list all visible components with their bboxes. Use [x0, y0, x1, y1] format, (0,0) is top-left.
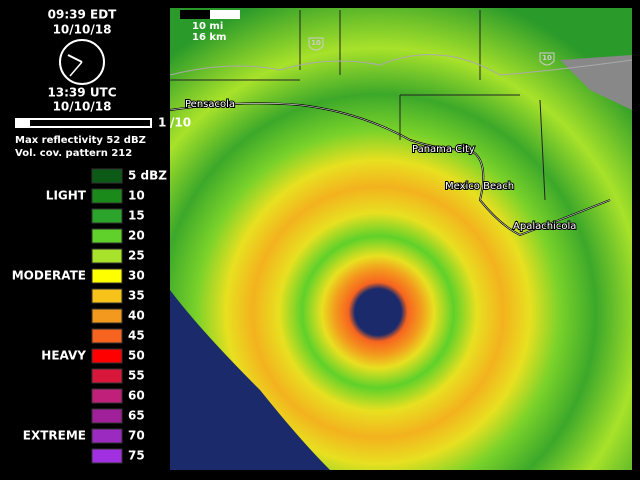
legend-swatch: [91, 168, 123, 184]
map-labels: Pensacola Panama City Mexico Beach Apalachi…: [184, 37, 577, 233]
legend-swatch: [91, 428, 123, 444]
radar-image: [169, 8, 633, 470]
highway-shield: [308, 37, 324, 51]
utc-date: 10/10/18: [53, 100, 112, 114]
intensity-label: HEAVY: [41, 349, 86, 363]
legend-label: 35: [128, 289, 145, 303]
city-label: Panama City: [412, 144, 475, 155]
legend-swatch: [91, 348, 123, 364]
local-time: 09:39 EDT: [48, 8, 118, 22]
legend-swatch: [91, 188, 123, 204]
legend-swatch: [91, 448, 123, 464]
highway-shield: [539, 52, 555, 66]
scale-km: 16 km: [192, 32, 226, 43]
hour-hand: [67, 54, 83, 63]
city-label: Pensacola: [185, 99, 235, 110]
intensity-label: EXTREME: [23, 429, 86, 443]
legend-label: 20: [128, 229, 145, 243]
legend-swatch: [91, 368, 123, 384]
legend-label: 75: [128, 449, 145, 463]
legend-swatch: [91, 408, 123, 424]
interstate: [169, 54, 633, 76]
legend: 5 dBZ 10 LIGHT 15 20 25 30 MODERATE 35 40 45 50 HEAV…: [12, 168, 167, 464]
legend-swatch: [91, 388, 123, 404]
highway-label: 10: [542, 54, 552, 62]
legend-label: 45: [128, 329, 145, 343]
legend-label: 65: [128, 409, 145, 423]
legend-label: 10: [128, 189, 145, 203]
legend-swatch: [91, 288, 123, 304]
coastline-outline: [169, 103, 611, 236]
legend-swatch: [91, 268, 123, 284]
clear-ocean: [170, 290, 330, 470]
highway-label: 10: [311, 39, 321, 47]
city-label: Mexico Beach: [445, 181, 514, 192]
legend-swatch: [91, 308, 123, 324]
vcp: Vol. cov. pattern 212: [15, 148, 132, 159]
legend-label: 60: [128, 389, 145, 403]
scale-bar-black: [180, 10, 210, 19]
clock: [59, 39, 105, 85]
intensity-label: MODERATE: [12, 269, 86, 283]
frame: 1: [158, 116, 166, 130]
max-reflectivity: Max reflectivity 52 dBZ: [15, 135, 146, 146]
utc-time: 13:39 UTC: [47, 86, 116, 100]
city-label: Apalachicola: [513, 221, 576, 232]
legend-label: 30: [128, 269, 145, 283]
boundaries: [170, 10, 546, 201]
frame-bar-remaining: [30, 120, 150, 126]
frame-total: /10: [170, 116, 191, 130]
legend-swatch: [91, 248, 123, 264]
minute-hand: [69, 61, 83, 77]
legend-swatch: [91, 328, 123, 344]
intensity-label: LIGHT: [46, 189, 87, 203]
legend-swatch: [91, 208, 123, 224]
legend-label: 55: [128, 369, 145, 383]
legend-label: 5 dBZ: [128, 169, 167, 183]
legend-swatch: [91, 228, 123, 244]
legend-label: 70: [128, 429, 145, 443]
legend-label: 15: [128, 209, 145, 223]
scale-miles: 10 mi: [192, 21, 223, 32]
ground-clutter: [560, 55, 632, 110]
clock-face: [59, 39, 105, 85]
legend-label: 25: [128, 249, 145, 263]
local-date: 10/10/18: [53, 23, 112, 37]
legend-label: 40: [128, 309, 145, 323]
legend-label: 50: [128, 349, 145, 363]
scale-bar-white: [210, 10, 240, 19]
